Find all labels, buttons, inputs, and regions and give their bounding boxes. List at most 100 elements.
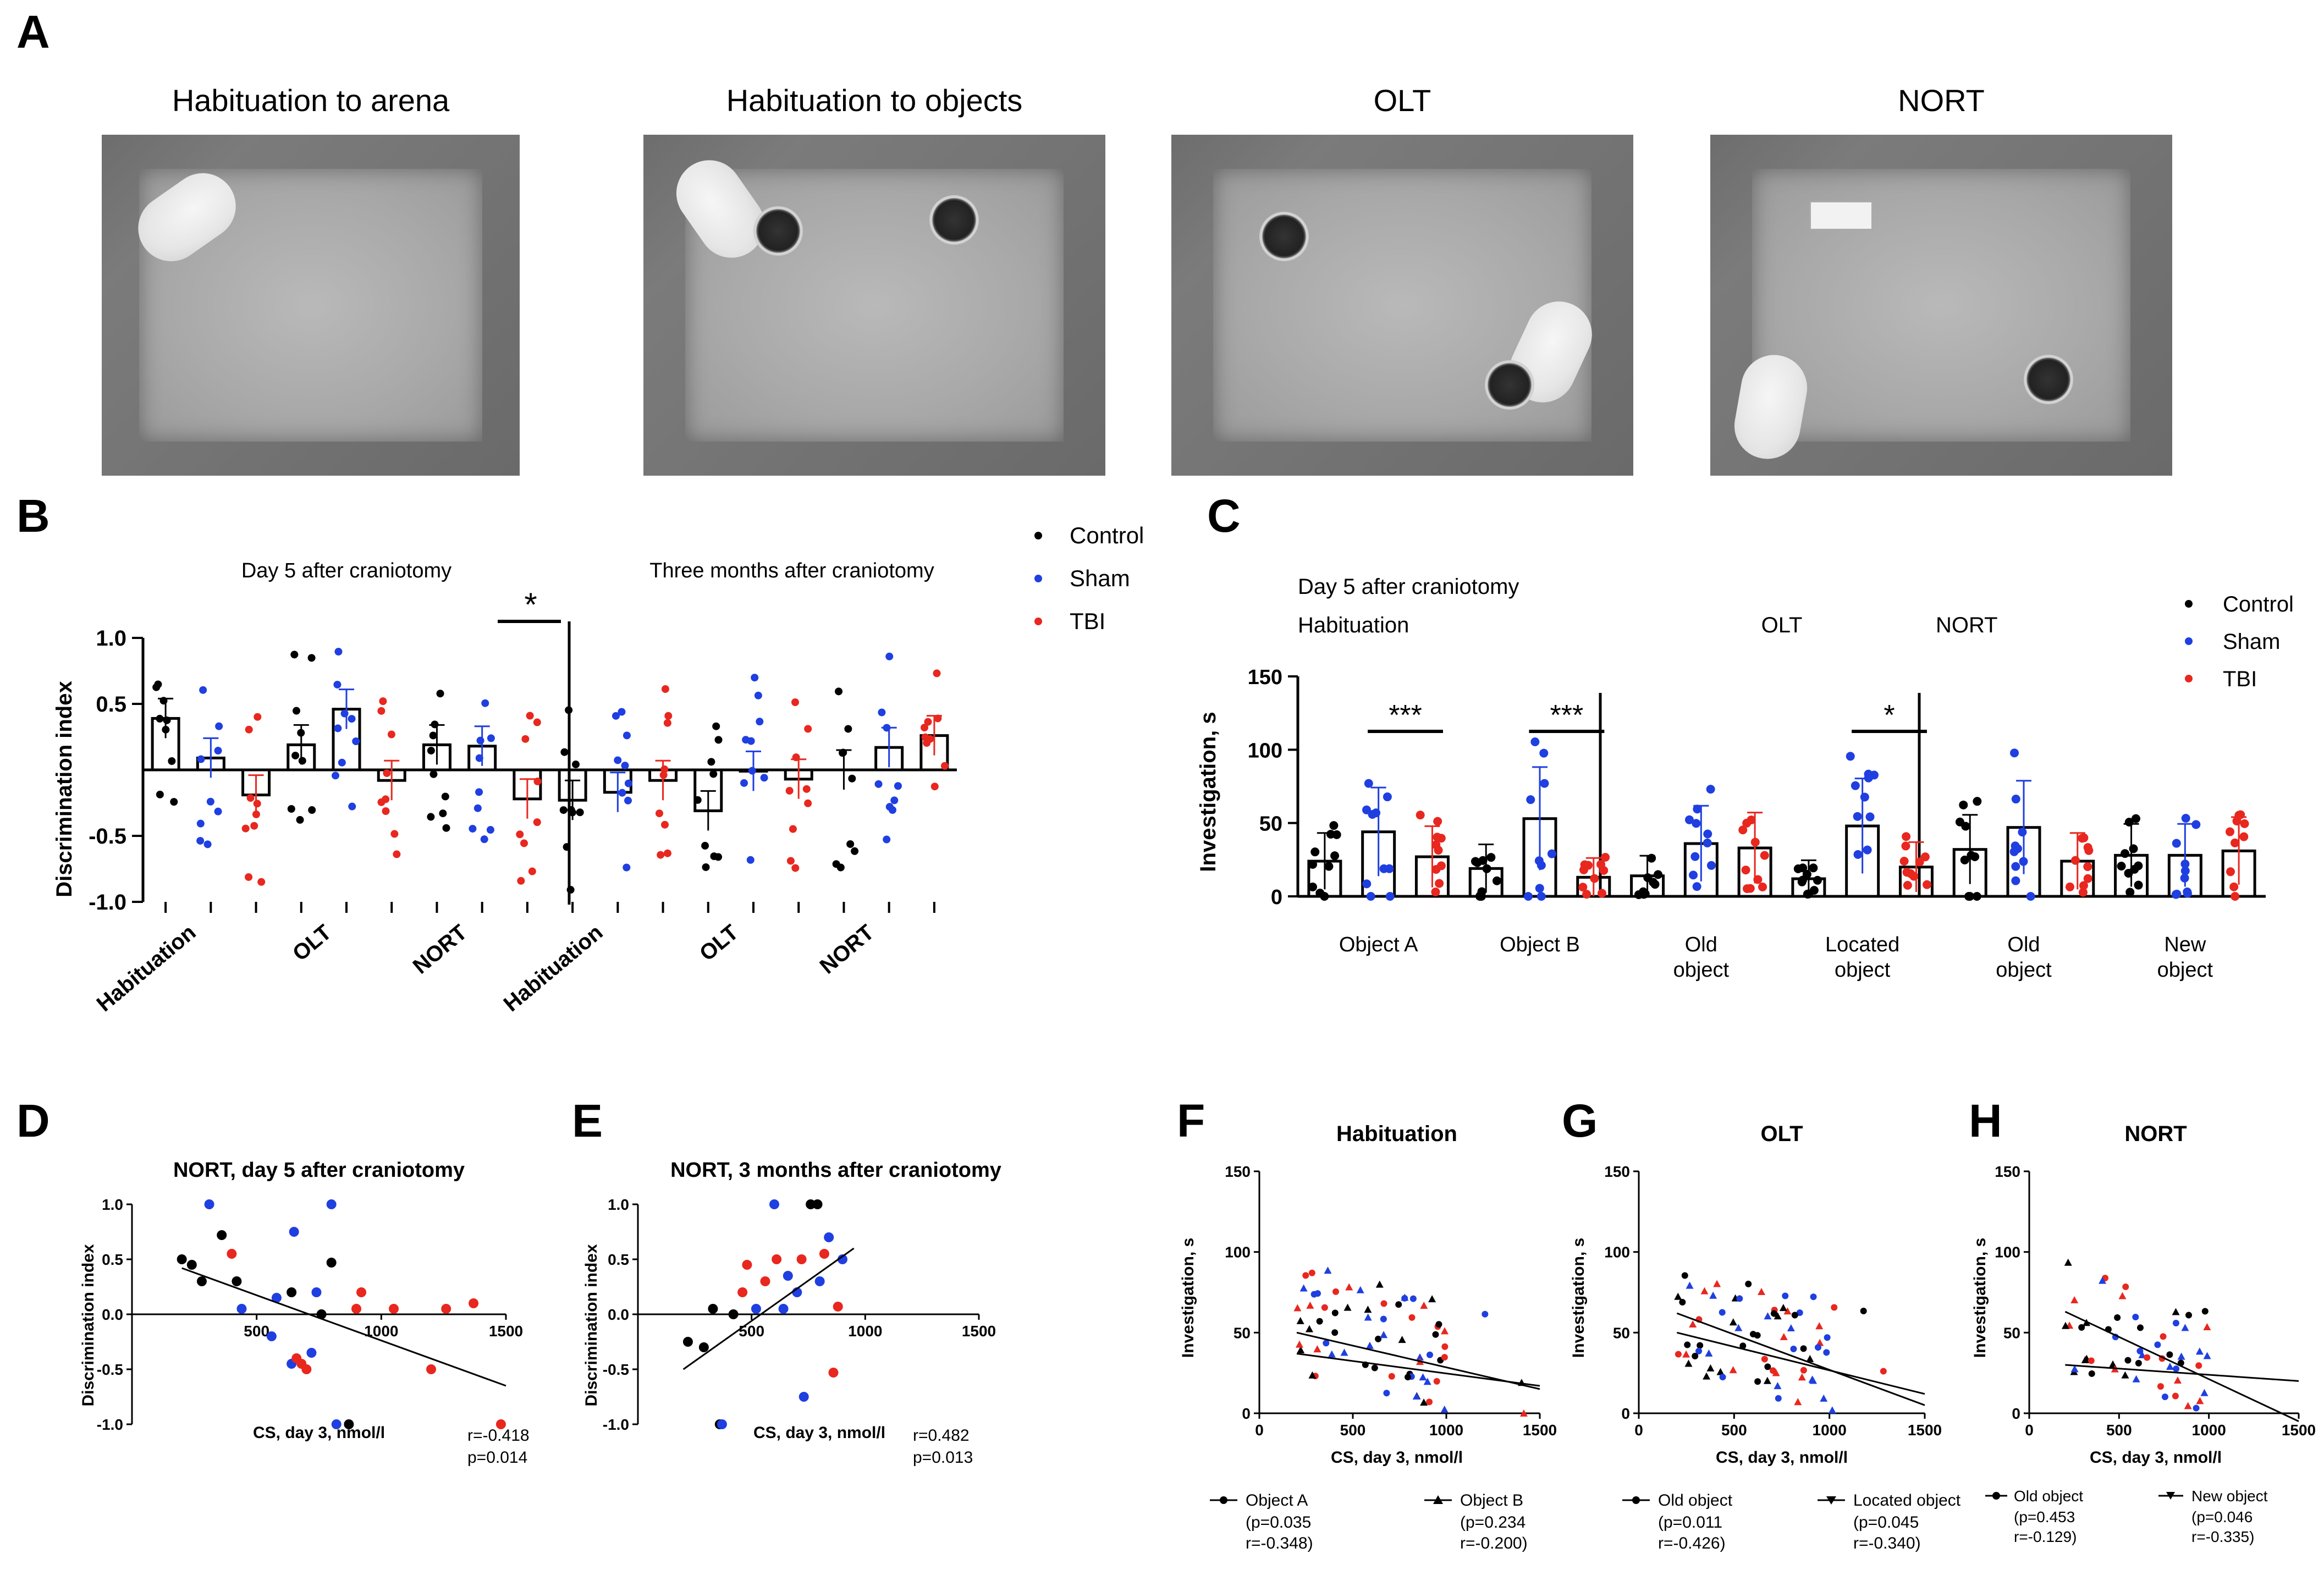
data-point-control — [1432, 1331, 1439, 1338]
legend-marker-located-object — [1826, 1496, 1836, 1505]
data-point-control — [851, 847, 859, 855]
data-point-sham — [885, 652, 894, 660]
x-group-label: Habituation — [92, 920, 201, 1016]
data-point-sham — [1734, 1324, 1743, 1331]
x-tick-label: 1500 — [962, 1323, 996, 1340]
data-point-sham — [2009, 847, 2019, 856]
data-point-control — [1395, 1301, 1402, 1308]
data-point-sham — [338, 758, 346, 767]
chart-f-legend-a-p: (p=0.035 — [1246, 1513, 1311, 1532]
data-point-tbi — [1579, 865, 1588, 874]
data-point-tbi — [1923, 880, 1932, 889]
x-group-label: Object B — [1500, 933, 1580, 956]
chart-b-significance: * — [524, 586, 537, 623]
data-point-sham — [2099, 1276, 2107, 1284]
panel-label-c: C — [1207, 490, 1241, 542]
data-point-tbi — [1772, 1369, 1780, 1376]
data-point-sham — [1314, 1290, 1321, 1297]
data-point-sham — [2180, 873, 2189, 883]
y-tick-label: 1.0 — [102, 1196, 123, 1213]
data-point-tbi — [921, 733, 929, 741]
data-point-sham — [1846, 752, 1855, 761]
x-tick-label: 1500 — [489, 1323, 523, 1340]
data-point-control — [709, 770, 718, 778]
x-group-label: Object A — [1339, 933, 1418, 956]
data-point-sham — [1686, 1281, 1694, 1289]
data-point-sham — [783, 1271, 793, 1281]
data-point-sham — [1526, 795, 1535, 805]
data-point-control — [156, 714, 164, 723]
data-point-control — [159, 697, 168, 705]
data-point-tbi — [2157, 1383, 2164, 1390]
legend-marker-old-object — [1992, 1492, 2000, 1500]
data-point-sham — [1824, 1334, 1831, 1341]
data-point-control — [287, 1287, 297, 1297]
data-point-sham — [204, 1199, 214, 1209]
data-point-control — [1315, 888, 1325, 897]
data-point-sham — [486, 826, 494, 834]
data-point-sham — [1692, 882, 1701, 891]
x-group-label: Old — [2007, 933, 2040, 956]
data-point-tbi — [2239, 832, 2249, 841]
legend-label-control: Control — [2223, 592, 2294, 616]
data-point-tbi — [2172, 1392, 2179, 1400]
data-point-tbi — [1758, 882, 1767, 891]
data-point-sham — [1380, 1315, 1387, 1323]
data-point-sham — [2132, 1375, 2140, 1382]
data-point-control — [1681, 1272, 1688, 1279]
data-point-tbi — [1433, 817, 1442, 826]
chart-e-stats-p: p=0.013 — [913, 1448, 973, 1467]
data-point-sham — [1372, 808, 1381, 818]
data-point-control — [728, 1309, 739, 1319]
y-tick-label: 0.0 — [102, 1306, 123, 1323]
chart-d-stats-r: r=-0.418 — [467, 1426, 530, 1445]
data-point-control — [344, 1419, 354, 1429]
data-point-tbi — [2078, 834, 2087, 843]
y-tick-label: 50 — [1259, 813, 1282, 836]
data-point-sham — [1703, 838, 1712, 847]
data-point-tbi — [2079, 881, 2088, 890]
arena-photo-objects — [643, 135, 1105, 476]
data-point-control — [1791, 1312, 1798, 1319]
arena-photo-nort — [1710, 135, 2172, 476]
data-point-control — [1972, 892, 1981, 901]
x-tick-label: 1500 — [2282, 1422, 2316, 1439]
chart-g-ylabel: Investigation, s — [1569, 1238, 1588, 1358]
data-point-control — [1797, 877, 1807, 886]
data-point-sham — [1385, 892, 1395, 901]
data-point-sham — [1703, 829, 1712, 839]
chart-d-stats: r=-0.418 p=0.014 — [467, 1426, 534, 1467]
data-point-sham — [1693, 805, 1702, 814]
data-point-control — [293, 707, 301, 715]
chart-f-legend-b-stats: (p=0.234 r=-0.200) — [1460, 1513, 1528, 1552]
data-point-sham — [1810, 1293, 1817, 1301]
data-point-sham — [883, 724, 891, 732]
data-point-control — [1764, 1363, 1771, 1370]
legend-marker-new-object — [2166, 1492, 2175, 1500]
data-point-tbi — [742, 1260, 752, 1270]
data-point-control — [436, 690, 444, 698]
data-point-tbi — [1295, 1340, 1303, 1348]
data-point-sham — [2177, 1352, 2185, 1360]
regression-line — [1676, 1312, 1925, 1406]
data-point-sham — [1864, 769, 1873, 779]
y-tick-label: 150 — [1225, 1163, 1251, 1180]
data-point-control — [560, 748, 569, 756]
y-tick-label: 1.0 — [96, 626, 126, 651]
data-point-sham — [1299, 1284, 1308, 1292]
data-point-tbi — [526, 712, 534, 720]
data-point-sham — [1764, 1312, 1772, 1320]
data-point-tbi — [819, 1249, 829, 1259]
data-point-control — [2078, 1324, 2085, 1331]
data-point-tbi — [760, 1276, 770, 1286]
data-point-control — [442, 824, 450, 832]
data-point-tbi — [664, 712, 673, 720]
data-point-control — [308, 806, 316, 814]
data-point-tbi — [1713, 1280, 1721, 1287]
data-point-tbi — [1420, 1302, 1428, 1309]
data-point-sham — [196, 836, 205, 845]
data-point-sham — [2180, 866, 2190, 875]
data-point-sham — [1782, 1292, 1789, 1299]
x-group-label: object — [2157, 958, 2213, 982]
